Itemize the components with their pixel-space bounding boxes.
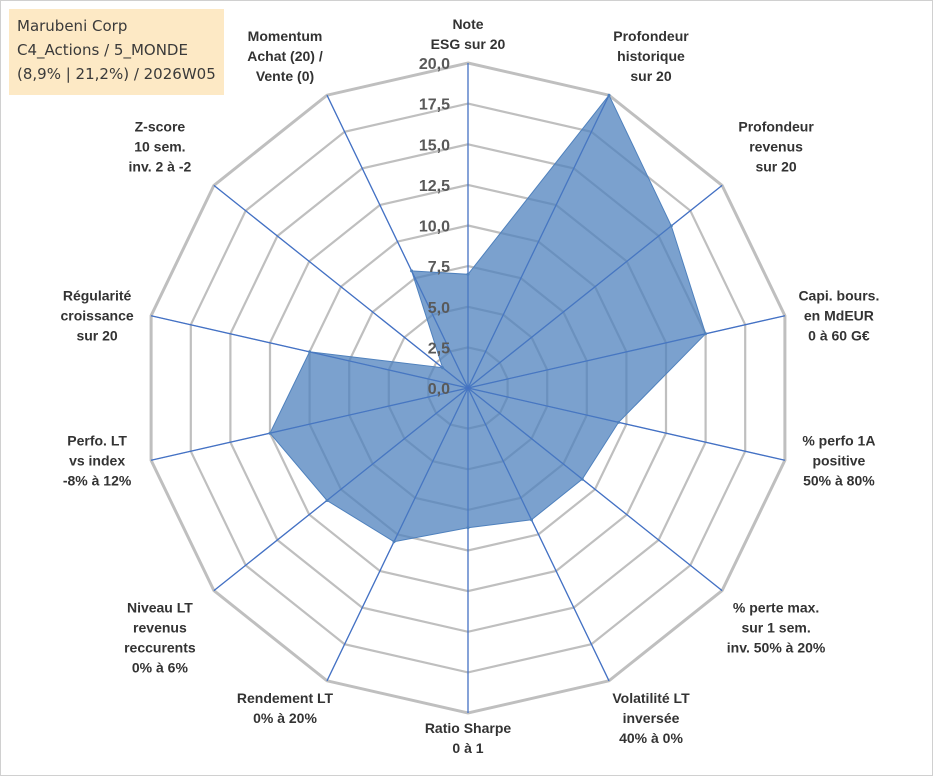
axis-label: % perfo 1A <box>802 432 875 448</box>
company-name: Marubeni Corp <box>17 17 128 35</box>
axis-label: Achat (20) / <box>247 48 323 64</box>
data-point <box>607 93 611 97</box>
axis-label: Rendement LT <box>237 690 334 706</box>
data-point <box>617 420 620 424</box>
data-point <box>466 526 470 530</box>
axis-spoke-overlay <box>213 185 469 389</box>
axis-spoke-overlay <box>467 315 786 389</box>
axis-label: 40% à 0% <box>619 730 683 746</box>
portfolio-name: C4_Actions / 5_MONDE <box>17 41 188 59</box>
axis-label: % perte max. <box>733 600 819 616</box>
data-point <box>530 518 533 522</box>
axis-label: en MdEUR <box>804 308 874 324</box>
tick-label: 17,5 <box>419 97 450 114</box>
axis-label: 0% à 6% <box>132 660 189 676</box>
axis-spoke-overlay <box>467 387 723 591</box>
stats-period: (8,9% | 21,2%) / 2026W05 <box>17 65 216 83</box>
axis-label: 50% à 80% <box>803 472 875 488</box>
data-point <box>466 272 470 276</box>
tick-label: 7,5 <box>428 259 450 276</box>
axis-label: revenus <box>133 620 187 636</box>
axis-label: inv. 50% à 20% <box>727 640 826 656</box>
data-point <box>580 477 584 481</box>
axis-label: Vente (0) <box>256 68 314 84</box>
data-point <box>704 332 708 336</box>
axis-label: sur 20 <box>76 328 117 344</box>
axis-label: Note <box>452 16 483 32</box>
axis-spoke-overlay <box>150 387 469 461</box>
tick-label: 12,5 <box>419 178 450 195</box>
axis-label: -8% à 12% <box>63 472 132 488</box>
axis-label: 0 à 60 G€ <box>808 328 870 344</box>
axis-spoke-overlay <box>326 387 469 682</box>
axis-label: ESG sur 20 <box>431 36 506 52</box>
axis-label: inv. 2 à -2 <box>129 158 192 174</box>
axis-label: sur 20 <box>630 68 671 84</box>
tick-label: 5,0 <box>428 300 450 317</box>
axis-label: Régularité <box>63 288 132 304</box>
axis-label: Profondeur <box>738 118 814 134</box>
radar-series <box>150 63 786 713</box>
axis-label: Z-score <box>135 118 186 134</box>
axis-spoke-overlay <box>467 185 723 389</box>
axis-label: 10 sem. <box>134 138 185 154</box>
axis-label: Momentum <box>248 28 323 44</box>
axis-label: Volatilité LT <box>612 690 690 706</box>
axis-label: historique <box>617 48 685 64</box>
axis-label: inversée <box>623 710 680 726</box>
data-point <box>669 224 673 228</box>
axis-label: Perfo. LT <box>67 432 127 448</box>
axis-spoke-overlay <box>326 94 469 389</box>
axis-spoke-overlay <box>467 94 610 389</box>
axis-label: vs index <box>69 452 125 468</box>
series-area <box>269 94 707 543</box>
axis-label: croissance <box>61 308 134 324</box>
axis-label: Capi. bours. <box>798 288 879 304</box>
title-box: Marubeni Corp C4_Actions / 5_MONDE (8,9%… <box>9 9 224 95</box>
axis-label: Profondeur <box>613 28 689 44</box>
radar-tick-labels: 0,0 2,5 5,0 7,5 10,0 12,5 15,0 17,5 20,0 <box>419 56 450 398</box>
axis-label: positive <box>812 452 865 468</box>
radar-axis-labels: Note ESG sur 20 Profondeur historique sur 20… <box>61 16 880 756</box>
data-point <box>325 499 329 502</box>
tick-label: 15,0 <box>419 137 450 154</box>
axis-label: Niveau LT <box>127 600 193 616</box>
data-point <box>268 431 272 435</box>
axis-spoke-overlay <box>213 387 469 591</box>
data-point <box>410 269 414 273</box>
axis-label: sur 1 sem. <box>741 620 810 636</box>
axis-label: 0% à 20% <box>253 710 317 726</box>
tick-label: 10,0 <box>419 219 450 236</box>
axis-label: sur 20 <box>755 158 796 174</box>
tick-label: 0,0 <box>428 381 450 398</box>
axis-spoke-overlay <box>467 387 610 682</box>
axis-label: revenus <box>749 138 803 154</box>
data-point <box>392 540 396 544</box>
tick-label: 2,5 <box>428 340 450 357</box>
axis-label: reccurents <box>124 640 196 656</box>
axis-spoke-overlay <box>467 387 786 461</box>
axis-label: Ratio Sharpe <box>425 720 512 736</box>
tick-label: 20,0 <box>419 56 450 73</box>
data-point <box>308 350 312 354</box>
axis-label: 0 à 1 <box>452 740 483 756</box>
data-point <box>441 366 445 370</box>
